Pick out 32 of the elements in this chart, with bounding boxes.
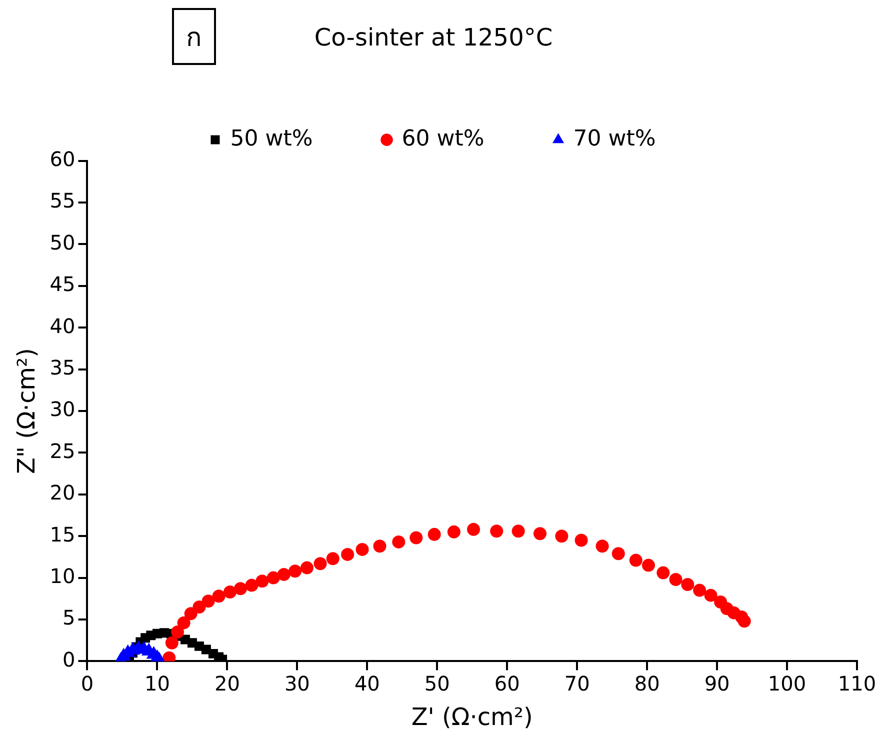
chart-title: Co-sinter at 1250°C	[314, 24, 553, 52]
x-tick-label: 70	[564, 671, 590, 696]
y-tick-label: 50	[50, 230, 76, 254]
y-tick-label: 45	[50, 272, 76, 296]
x-tick-label: 90	[704, 671, 730, 696]
x-tick-label: 110	[838, 671, 876, 696]
y-tick-label: 40	[50, 314, 76, 338]
x-tick-label: 40	[354, 671, 380, 696]
y-tick-label: 5	[62, 606, 76, 630]
y-tick-label: 30	[50, 397, 76, 422]
y-tick-label: 35	[50, 356, 76, 380]
x-axis-title: Z' (Ω·cm²)	[411, 702, 533, 731]
x-tick-label: 10	[144, 671, 170, 696]
legend-label: 60 wt%	[402, 126, 484, 152]
y-tick-label: 15	[50, 522, 76, 546]
x-tick-label: 30	[284, 671, 310, 696]
x-tick-label: 20	[214, 671, 240, 696]
y-tick-label: 25	[50, 438, 76, 463]
y-tick-label: 10	[50, 564, 76, 588]
y-tick-label: 60	[50, 147, 76, 172]
x-tick-label: 100	[768, 671, 806, 696]
x-tick-label: 80	[634, 671, 660, 696]
y-axis-title: Z" (Ω·cm²)	[12, 348, 41, 474]
x-tick-label: 0	[80, 671, 94, 696]
y-tick-label: 55	[50, 188, 76, 213]
y-tick-label: 20	[50, 480, 76, 505]
x-tick-label: 50	[424, 671, 450, 696]
legend-label: 50 wt%	[230, 126, 313, 152]
legend-label: 70 wt%	[573, 126, 656, 152]
x-tick-label: 60	[494, 671, 520, 696]
text: ก	[172, 8, 216, 65]
y-tick-label: 0	[62, 647, 76, 672]
